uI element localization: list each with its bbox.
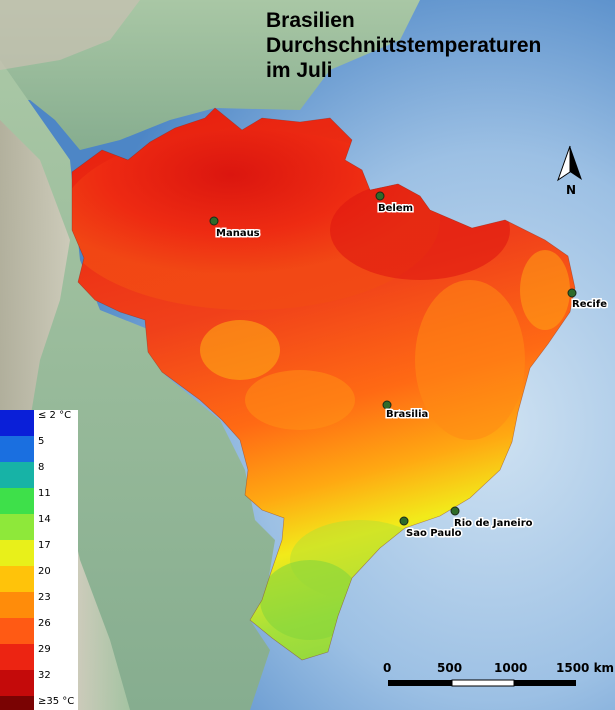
legend-label: ≤ 2 °C [38,410,72,421]
city-marker-brasilia [382,400,392,410]
legend-label: 23 [38,592,51,603]
scale-label-0: 0 [383,661,391,675]
legend-swatch [0,618,34,644]
north-label: N [566,183,576,197]
legend-swatch [0,696,34,710]
title-line-1: Brasilien [266,9,355,32]
city-marker-sao-paulo [399,516,409,526]
north-arrow-icon: N [557,145,582,197]
city-marker-recife [567,288,577,298]
city-marker-manaus [209,216,219,226]
legend-row: 29 [0,644,78,670]
legend-label: 20 [38,566,51,577]
city-label-recife: Recife [572,299,607,310]
legend-swatch [0,566,34,592]
legend-label: 26 [38,618,51,629]
legend-row: ≥35 °C [0,696,78,710]
scale-label-1000: 1000 [494,661,527,675]
title-line-3: im Juli [266,59,333,82]
legend-swatch [0,540,34,566]
legend-swatch [0,436,34,462]
legend-label: 29 [38,644,51,655]
city-label-belem: Belem [378,203,413,214]
legend-row: ≤ 2 °C [0,410,78,436]
legend-row: 5 [0,436,78,462]
title-line-2: Durchschnittstemperaturen [266,34,542,57]
legend-swatch [0,462,34,488]
northern-mountains [0,0,140,70]
scale-label-500: 500 [437,661,462,675]
city-label-brasilia: Brasilia [386,409,428,420]
legend-swatch [0,410,34,436]
scale-label-1500: 1500 km [556,661,614,675]
legend-row: 20 [0,566,78,592]
city-label-rio-de-janeiro: Rio de Janeiro [454,518,533,529]
city-label-manaus: Manaus [216,228,260,239]
map-title: Brasilien Durchschnittstemperaturen im J… [266,8,541,83]
city-label-sao-paulo: Sao Paulo [406,528,462,539]
legend-swatch [0,514,34,540]
legend-swatch [0,644,34,670]
legend-swatch [0,488,34,514]
legend-row: 8 [0,462,78,488]
legend-row: 11 [0,488,78,514]
legend-label: ≥35 °C [38,696,75,707]
scale-bar: 0 500 1000 1500 km [383,661,614,687]
legend-label: 14 [38,514,51,525]
legend-row: 32 [0,670,78,696]
legend-label: 17 [38,540,51,551]
city-marker-belem [375,191,385,201]
temperature-legend: ≤ 2 °C 5 8 11 14 17 20 23 26 29 32 ≥35 °C [0,410,78,710]
legend-label: 5 [38,436,45,447]
legend-row: 17 [0,540,78,566]
legend-label: 32 [38,670,51,681]
legend-row: 14 [0,514,78,540]
legend-row: 23 [0,592,78,618]
legend-label: 11 [38,488,51,499]
legend-swatch [0,592,34,618]
legend-row: 26 [0,618,78,644]
city-marker-rio-de-janeiro [450,506,460,516]
legend-swatch [0,670,34,696]
legend-label: 8 [38,462,45,473]
